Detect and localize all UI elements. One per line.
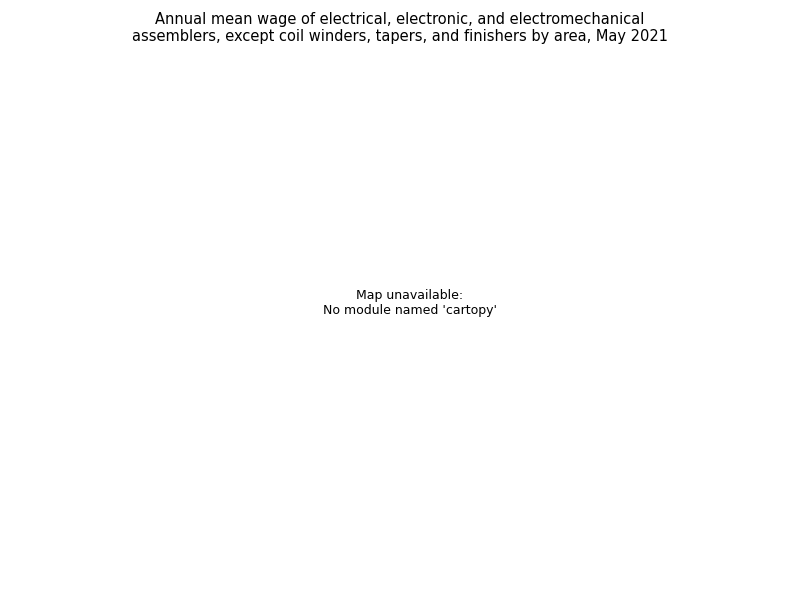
Text: Map unavailable:
No module named 'cartopy': Map unavailable: No module named 'cartop… [323, 289, 497, 317]
Text: Annual mean wage of electrical, electronic, and electromechanical
assemblers, ex: Annual mean wage of electrical, electron… [132, 12, 668, 44]
